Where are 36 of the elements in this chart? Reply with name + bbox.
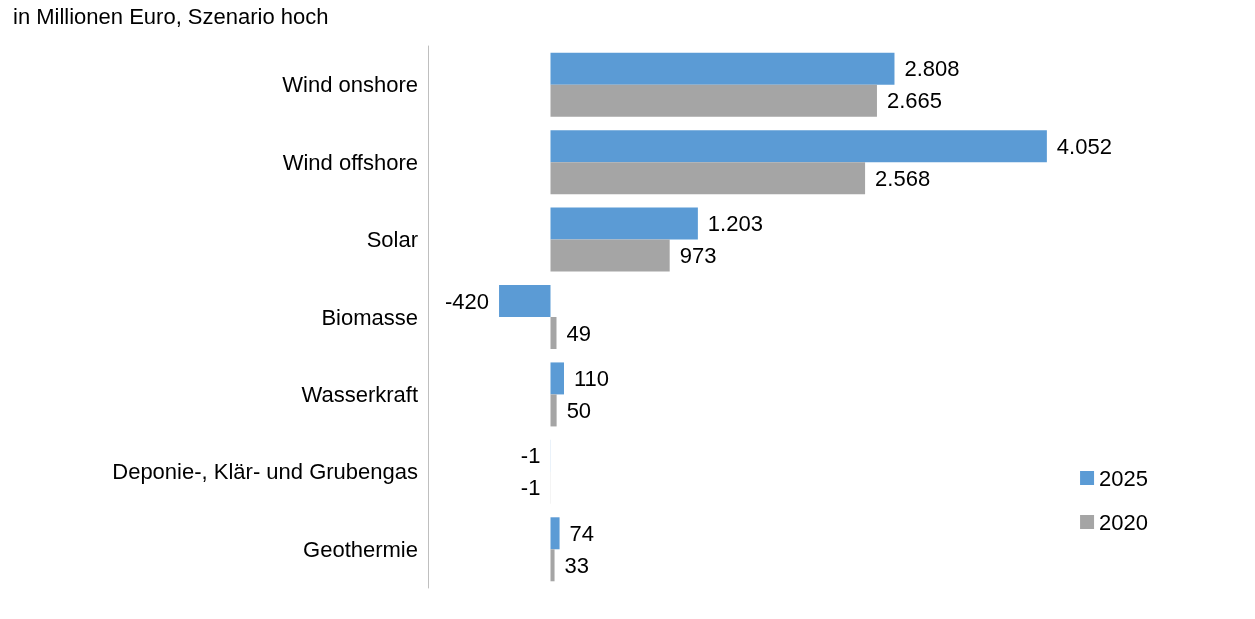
data-label: 110 bbox=[573, 365, 610, 391]
data-label: 50 bbox=[566, 397, 592, 423]
data-label: -1 bbox=[520, 475, 541, 501]
y-tick-label: Solar bbox=[366, 227, 418, 253]
bar bbox=[550, 517, 560, 550]
data-label: 2.568 bbox=[875, 165, 931, 191]
y-tick-label: Wind onshore bbox=[282, 72, 418, 98]
bar bbox=[550, 84, 877, 117]
y-tick-label: Biomasse bbox=[321, 304, 418, 330]
legend-label: 2020 bbox=[1099, 509, 1149, 535]
data-label: 49 bbox=[566, 320, 591, 346]
data-label: 973 bbox=[679, 243, 717, 269]
bar bbox=[550, 207, 698, 240]
data-label: 1.203 bbox=[707, 211, 763, 237]
data-label: -1 bbox=[520, 443, 541, 469]
bar bbox=[550, 317, 557, 349]
bar bbox=[550, 52, 895, 85]
data-label: 2.665 bbox=[886, 88, 943, 114]
bar bbox=[499, 285, 551, 317]
y-tick-label: Wind offshore bbox=[282, 149, 418, 175]
y-tick-label: Wasserkraft bbox=[301, 381, 418, 407]
data-label: 2.808 bbox=[904, 56, 960, 82]
bar bbox=[550, 362, 564, 395]
bar bbox=[550, 162, 866, 195]
bar bbox=[550, 130, 1047, 163]
bar bbox=[550, 549, 555, 582]
data-label: 4.052 bbox=[1056, 133, 1112, 159]
data-label: 74 bbox=[569, 520, 595, 546]
y-tick-label: Geothermie bbox=[303, 536, 418, 562]
bar bbox=[550, 239, 670, 272]
data-label: -420 bbox=[445, 288, 490, 314]
y-tick-label: Deponie-, Klär- und Grubengas bbox=[112, 459, 418, 485]
text: in Millionen Euro, Szenario hoch bbox=[13, 3, 329, 29]
data-label: 33 bbox=[564, 552, 590, 578]
legend-label: 2025 bbox=[1099, 465, 1149, 491]
bar bbox=[550, 394, 557, 427]
